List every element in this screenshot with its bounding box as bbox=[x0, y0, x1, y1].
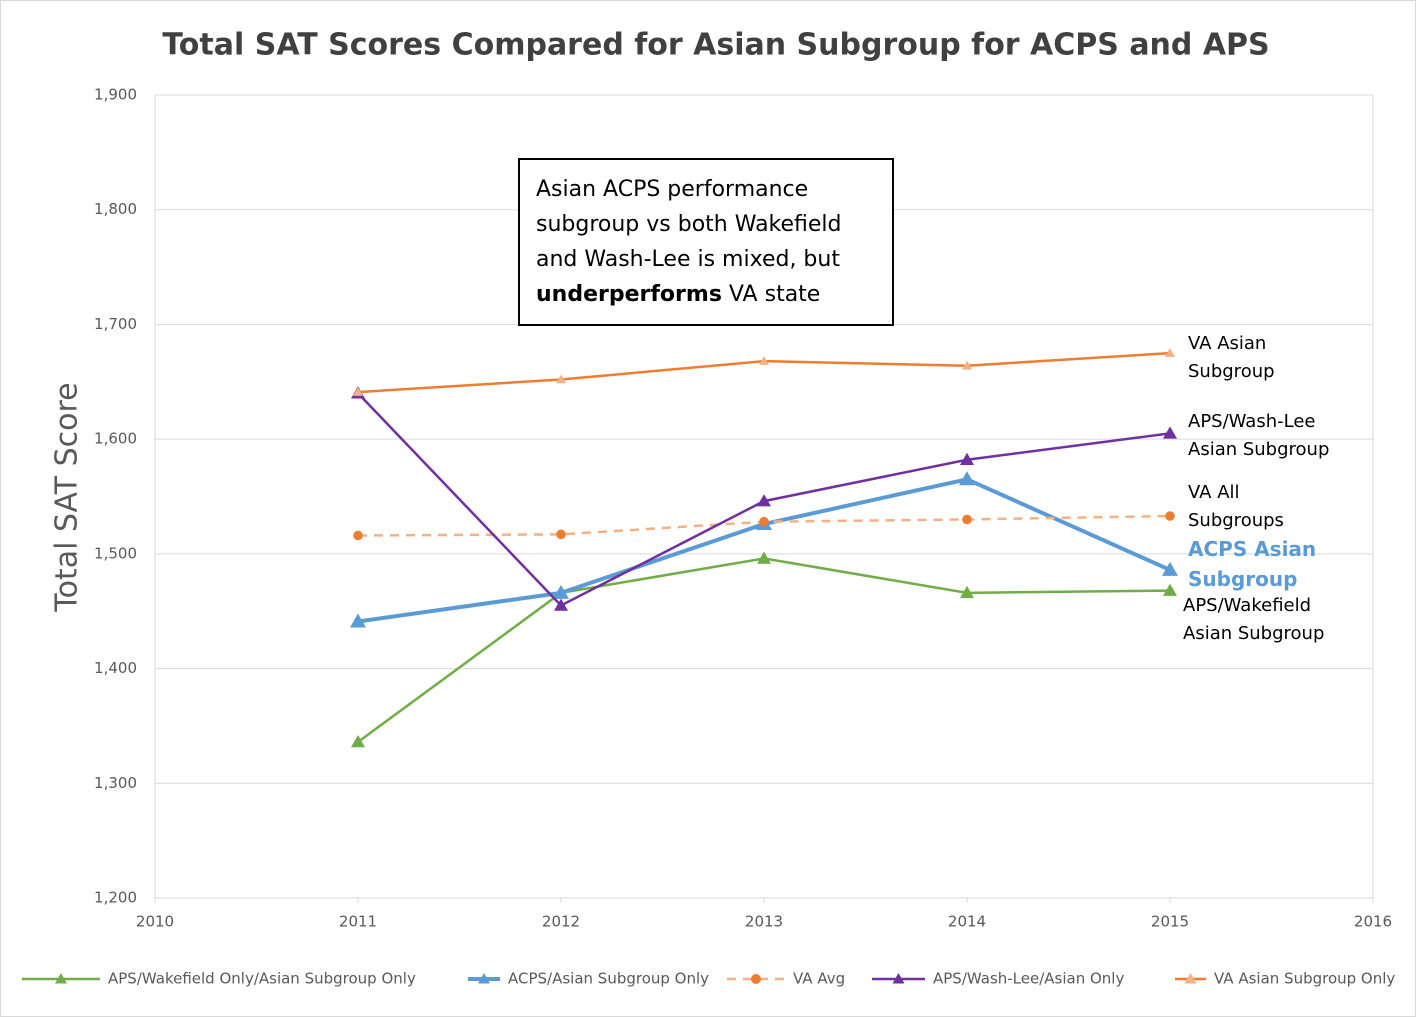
point bbox=[556, 529, 566, 540]
y-axis-title: Total SAT Score bbox=[50, 382, 85, 612]
point bbox=[353, 387, 363, 396]
annotation-box: Asian ACPS performance subgroup vs both … bbox=[518, 158, 894, 326]
legend-label: VA Avg bbox=[793, 970, 845, 988]
point bbox=[960, 452, 974, 466]
legend-marker bbox=[892, 973, 905, 984]
legend-label: APS/Wakefield Only/Asian Subgroup Only bbox=[108, 970, 416, 988]
point bbox=[1165, 348, 1175, 357]
series-end-label: ACPS Asian Subgroup bbox=[1188, 534, 1316, 594]
end-label-line: Subgroups bbox=[1188, 510, 1284, 531]
y-tick-label: 1,600 bbox=[94, 430, 137, 448]
chart-title: Total SAT Scores Compared for Asian Subg… bbox=[162, 28, 1269, 63]
point bbox=[350, 613, 366, 628]
y-tick-label: 1,700 bbox=[94, 315, 137, 333]
point bbox=[757, 494, 771, 507]
legend-label: VA Asian Subgroup Only bbox=[1214, 970, 1395, 988]
end-label-line: APS/Wash-Lee bbox=[1188, 411, 1316, 433]
point bbox=[960, 585, 974, 599]
legend-marker bbox=[478, 973, 490, 984]
y-tick-label: 1,500 bbox=[94, 544, 137, 562]
point bbox=[959, 471, 975, 486]
y-tick-label: 1,300 bbox=[94, 774, 137, 792]
point bbox=[554, 598, 568, 611]
point bbox=[553, 584, 569, 599]
annotation-text: VA state bbox=[721, 282, 821, 307]
y-tick-label: 1,400 bbox=[94, 659, 137, 677]
end-label-line: Asian Subgroup bbox=[1188, 439, 1330, 461]
x-tick-label: 2010 bbox=[136, 913, 174, 931]
end-label-line: APS/Wakefield bbox=[1183, 594, 1312, 616]
legend-marker bbox=[55, 973, 67, 984]
y-tick-label: 1,200 bbox=[94, 889, 137, 907]
annotation-text: Asian ACPS performance subgroup vs both … bbox=[536, 177, 842, 272]
x-tick-label: 2016 bbox=[1354, 913, 1392, 931]
x-tick-label: 2011 bbox=[339, 913, 377, 931]
y-tick-label: 1,800 bbox=[94, 200, 137, 218]
x-tick-label: 2015 bbox=[1151, 913, 1189, 931]
legend-label: APS/Wash-Lee/Asian Only bbox=[933, 970, 1124, 988]
end-label-line: VA All bbox=[1188, 482, 1240, 503]
end-label-line: ACPS Asian bbox=[1188, 536, 1317, 561]
end-label-line: Subgroup bbox=[1188, 361, 1275, 383]
x-tick-label: 2014 bbox=[948, 913, 986, 931]
point bbox=[759, 516, 769, 527]
series-end-label: APS/Wakefield Asian Subgroup bbox=[1183, 592, 1324, 648]
series-end-label: VA All Subgroups bbox=[1188, 479, 1284, 535]
end-label-line: Subgroup bbox=[1188, 566, 1298, 591]
series-end-label: APS/Wash-Lee Asian Subgroup bbox=[1188, 408, 1329, 464]
series-end-label: VA Asian Subgroup bbox=[1188, 330, 1275, 386]
point bbox=[1165, 511, 1175, 521]
end-label-line: VA Asian bbox=[1188, 333, 1267, 355]
point bbox=[1162, 561, 1178, 576]
point bbox=[757, 551, 771, 564]
annotation-bold: underperforms bbox=[536, 282, 722, 307]
y-tick-label: 1,900 bbox=[94, 86, 137, 104]
point bbox=[556, 374, 566, 384]
point bbox=[353, 530, 363, 541]
x-tick-label: 2013 bbox=[745, 913, 783, 931]
point bbox=[1163, 426, 1177, 439]
point bbox=[962, 514, 972, 525]
point bbox=[351, 734, 365, 748]
end-label-line: Asian Subgroup bbox=[1183, 622, 1325, 644]
point bbox=[1163, 583, 1177, 596]
x-tick-label: 2012 bbox=[542, 913, 580, 931]
legend-marker bbox=[751, 974, 761, 984]
point bbox=[962, 360, 972, 370]
point bbox=[759, 356, 769, 365]
legend-marker bbox=[1184, 973, 1197, 984]
legend-label: ACPS/Asian Subgroup Only bbox=[508, 970, 709, 988]
